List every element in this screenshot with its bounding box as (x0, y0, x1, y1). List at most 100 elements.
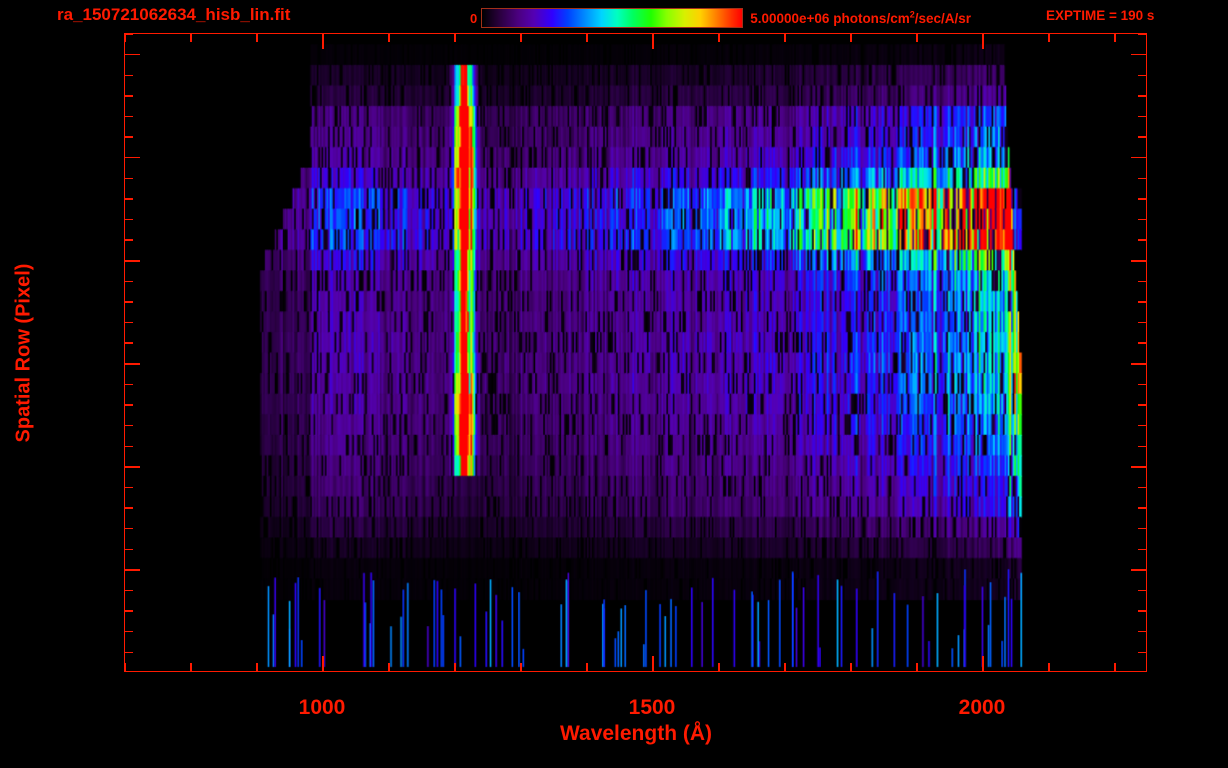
y-tick-minor-right (1138, 486, 1146, 489)
x-tick-minor (520, 663, 522, 671)
x-tick-major (652, 656, 654, 671)
y-tick-major-right (1131, 156, 1146, 159)
y-tick-minor (125, 321, 133, 324)
x-tick-minor (256, 663, 258, 671)
y-tick-minor-right (1138, 651, 1146, 654)
y-tick-minor-right (1138, 74, 1146, 76)
x-tick-minor-top (1114, 34, 1116, 42)
y-tick-minor (125, 589, 133, 592)
y-tick-major (125, 259, 140, 262)
colorbar-units-post: /sec/A/sr (914, 10, 972, 26)
x-tick-minor (388, 663, 390, 671)
y-tick-major-right (1131, 259, 1146, 262)
y-tick-minor-right (1138, 321, 1146, 324)
x-tick-label: 2000 (958, 696, 1006, 719)
y-tick-minor-right (1138, 342, 1146, 344)
y-tick-minor-right (1138, 610, 1146, 612)
y-tick-minor-right (1138, 445, 1146, 447)
x-tick-minor-top (586, 34, 588, 42)
x-tick-minor (125, 663, 126, 671)
y-tick-minor (125, 136, 133, 138)
x-tick-major (322, 656, 324, 671)
y-tick-minor-right (1138, 631, 1146, 633)
y-tick-minor (125, 280, 133, 283)
x-tick-major-top (982, 34, 984, 49)
x-tick-minor-top (256, 34, 258, 42)
x-tick-major (982, 656, 984, 671)
y-tick-minor (125, 445, 133, 447)
y-tick-minor (125, 651, 133, 654)
y-tick-minor (125, 177, 133, 179)
colorbar-units-exponent: 2 (909, 9, 915, 19)
y-tick-minor (125, 301, 133, 303)
y-tick-minor-right (1138, 280, 1146, 283)
x-tick-minor (586, 663, 588, 671)
colorbar-units-pre: photons/cm (829, 10, 910, 26)
y-tick-minor (125, 424, 133, 427)
x-tick-minor-top (1048, 34, 1050, 42)
y-tick-minor (125, 548, 133, 550)
x-tick-minor (784, 663, 786, 671)
y-tick-minor (125, 486, 133, 489)
x-tick-minor (718, 663, 720, 671)
y-tick-minor (125, 610, 133, 612)
y-tick-minor-right (1138, 548, 1146, 550)
x-tick-minor-top (388, 34, 390, 42)
x-tick-minor-top (916, 34, 918, 42)
x-axis-title: Wavelength (Å) (559, 722, 713, 745)
y-tick-minor (125, 198, 133, 200)
y-tick-minor-right (1138, 301, 1146, 303)
y-tick-major-right (1131, 363, 1146, 365)
plot-area (124, 33, 1147, 672)
x-tick-major-top (322, 34, 324, 49)
y-tick-minor-right (1138, 95, 1146, 97)
colorbar-gradient (481, 8, 744, 28)
colorbar-max-value: 5.00000e+06 (750, 10, 830, 26)
x-tick-minor (1048, 663, 1050, 671)
y-tick-minor (125, 74, 133, 76)
y-tick-minor-right (1138, 507, 1146, 509)
y-tick-minor (125, 631, 133, 633)
x-tick-minor-top (190, 34, 192, 42)
y-tick-minor (125, 34, 133, 35)
y-tick-minor (125, 239, 133, 241)
page-title: ra_150721062634_hisb_lin.fit (57, 5, 291, 24)
y-tick-major-right (1131, 53, 1146, 56)
x-tick-minor (916, 663, 918, 671)
colorbar: 0 5.00000e+06 photons/cm2/sec/A/sr (470, 6, 971, 30)
colorbar-min-label: 0 (470, 10, 478, 26)
y-tick-minor-right (1138, 589, 1146, 592)
y-tick-major (125, 569, 140, 571)
y-axis-title: Spatial Row (Pixel) (12, 263, 35, 443)
y-tick-major (125, 466, 140, 468)
x-tick-label: 1500 (628, 696, 676, 719)
y-tick-major-right (1131, 466, 1146, 468)
y-tick-minor (125, 95, 133, 97)
y-tick-major (125, 53, 140, 56)
y-tick-minor-right (1138, 383, 1146, 386)
y-tick-minor (125, 218, 133, 221)
x-tick-minor (190, 663, 192, 671)
y-tick-minor-right (1138, 239, 1146, 241)
x-tick-minor (454, 663, 456, 671)
y-tick-minor-right (1138, 136, 1146, 138)
x-tick-minor-top (520, 34, 522, 42)
y-tick-minor-right (1138, 115, 1146, 118)
y-tick-minor-right (1138, 34, 1146, 35)
y-tick-minor (125, 383, 133, 386)
y-tick-major (125, 156, 140, 159)
x-tick-minor-top (850, 34, 852, 42)
x-tick-minor-top (784, 34, 786, 42)
x-tick-minor (1114, 663, 1116, 671)
y-tick-minor (125, 528, 133, 530)
y-tick-minor (125, 507, 133, 509)
y-tick-major-right (1131, 569, 1146, 571)
x-tick-minor-top (718, 34, 720, 42)
y-tick-minor-right (1138, 218, 1146, 221)
colorbar-max-label: 5.00000e+06 photons/cm2/sec/A/sr (750, 9, 972, 26)
x-tick-minor-top (125, 34, 126, 42)
y-tick-minor-right (1138, 424, 1146, 427)
x-tick-major-top (652, 34, 654, 49)
spectrogram-image (125, 34, 1146, 671)
x-tick-minor (850, 663, 852, 671)
